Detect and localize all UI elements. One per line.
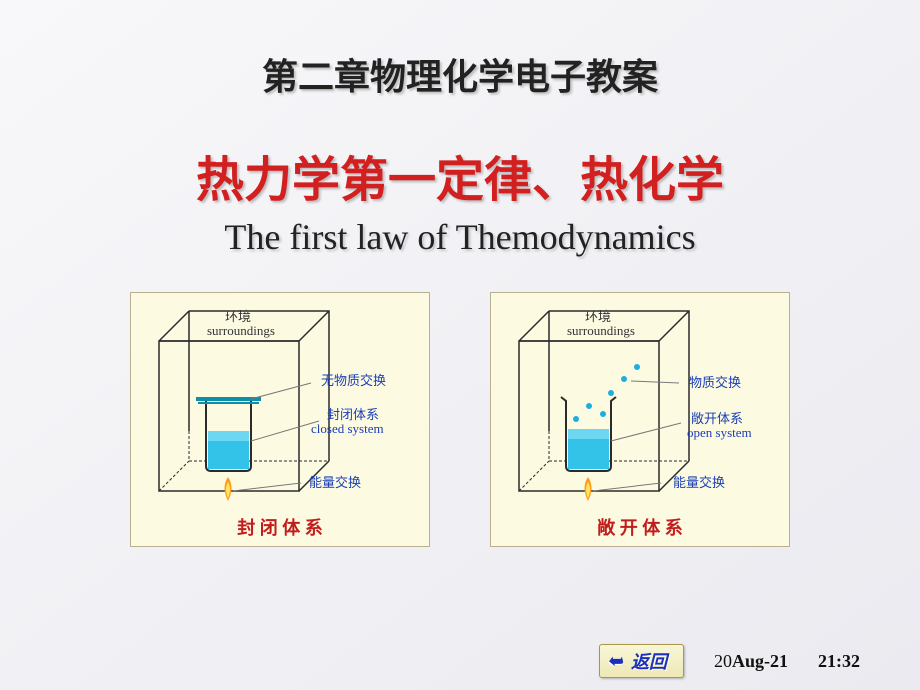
flame-icon bbox=[225, 477, 232, 501]
back-button[interactable]: ➥ 返回 bbox=[599, 644, 684, 678]
beaker-closed bbox=[196, 399, 261, 471]
label-surroundings-en: surroundings bbox=[567, 323, 635, 339]
beaker-open bbox=[561, 364, 640, 471]
caption-open: 敞 开 体 系 bbox=[597, 514, 683, 540]
label-open-system-en: open system bbox=[687, 425, 752, 441]
footer-date: 20Aug-21 bbox=[714, 651, 788, 672]
main-title: 热力学第一定律、热化学 bbox=[0, 140, 920, 210]
diagram-open-system: 环境 surroundings 物质交换 敞开体系 open system 能量… bbox=[490, 292, 790, 547]
back-arrow-icon: ➥ bbox=[610, 651, 625, 672]
diagram-closed-system: 环境 surroundings 无物质交换 封闭体系 closed system… bbox=[130, 292, 430, 547]
date-bold: Aug-21 bbox=[732, 651, 788, 671]
back-button-label: 返回 bbox=[631, 648, 667, 674]
label-energy-exchange: 能量交换 bbox=[309, 475, 361, 491]
slide: 第二章物理化学电子教案 热力学第一定律、热化学 The first law of… bbox=[0, 0, 920, 690]
subtitle-english: The first law of Themodynamics bbox=[0, 216, 920, 258]
label-matter-exchange: 物质交换 bbox=[689, 375, 741, 391]
diagrams-row: 环境 surroundings 无物质交换 封闭体系 closed system… bbox=[0, 292, 920, 547]
date-prefix: 20 bbox=[714, 651, 732, 671]
label-system-en: closed system bbox=[311, 421, 384, 437]
chapter-title: 第二章物理化学电子教案 bbox=[0, 0, 920, 100]
footer-time: 21:32 bbox=[818, 651, 860, 672]
footer: ➥ 返回 20Aug-21 21:32 bbox=[0, 644, 920, 678]
caption-closed: 封 闭 体 系 bbox=[237, 514, 323, 540]
flame-icon bbox=[585, 477, 592, 501]
label-energy-exchange: 能量交换 bbox=[673, 475, 725, 491]
label-surroundings-en: surroundings bbox=[207, 323, 275, 339]
label-no-exchange: 无物质交换 bbox=[321, 373, 386, 389]
